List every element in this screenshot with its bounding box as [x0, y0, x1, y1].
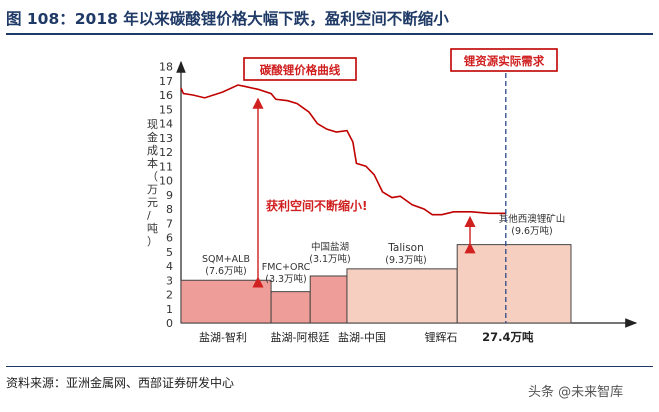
y-tick-label: 5: [166, 246, 173, 259]
demand-box: [450, 48, 558, 72]
figure-title: 图 108：2018 年以来碳酸锂价格大幅下跌，盈利空间不断缩小: [6, 10, 449, 28]
demand-label: 锂资源实际需求: [464, 54, 545, 68]
y-tick-label: 13: [159, 132, 173, 145]
source-note: 资料来源：亚洲金属网、西部证券研发中心: [6, 376, 235, 390]
margin-label: 获利空间不断缩小!: [265, 198, 367, 213]
y-tick-label: 9: [166, 189, 173, 202]
watermark: 头条 @未来智库: [528, 385, 624, 400]
price-curve: [180, 84, 506, 216]
y-tick-label: 2: [166, 289, 173, 302]
title-divider: [6, 33, 653, 35]
price-curve-box: [243, 57, 357, 81]
y-tick-label: 7: [166, 217, 173, 230]
category-label: 盐湖-阿根廷: [271, 330, 330, 344]
y-tick-label: 3: [166, 274, 173, 287]
source-divider: [6, 366, 653, 367]
category-label: 盐湖-中国: [338, 331, 386, 344]
supply-bar: [346, 268, 458, 324]
y-tick-label: 1: [166, 303, 173, 316]
y-axis-label: 现金成本（万元/吨）: [147, 118, 158, 248]
bar-capacity-label: (7.6万吨): [205, 265, 247, 277]
supply-bars: SQM+ALB(7.6万吨) FMC+ORC(3.3万吨) 中国盐湖(3.1万吨) T…: [180, 213, 572, 324]
supply-bar: [456, 244, 572, 324]
bar-capacity-label: (3.3万吨): [265, 273, 307, 285]
y-tick-label: 16: [159, 89, 173, 102]
y-tick-label: 14: [159, 118, 173, 131]
price-line: [180, 84, 506, 216]
y-tick-label: 11: [159, 160, 173, 173]
y-tick-label: 15: [159, 103, 173, 116]
bar-name-label: FMC+ORC: [262, 262, 311, 273]
y-tick-label: 0: [166, 317, 173, 330]
y-tick-label: 17: [159, 75, 173, 88]
bar-capacity-label: (9.6万吨): [511, 225, 553, 237]
price-curve-label: 碳酸锂价格曲线: [260, 63, 341, 77]
total-demand-label: 27.4万吨: [482, 330, 534, 344]
supply-bar: [309, 275, 348, 324]
bar-capacity-label: (9.3万吨): [385, 254, 427, 266]
y-tick-label: 4: [166, 260, 173, 273]
bar-name-label: 其他西澳锂矿山: [499, 213, 566, 225]
bar-name-label: 中国盐湖: [311, 241, 349, 253]
y-tick-label: 8: [166, 203, 173, 216]
y-tick-label: 6: [166, 232, 173, 245]
supply-bar: [270, 291, 311, 324]
category-label: 盐湖-智利: [199, 330, 247, 344]
supply-bar: [180, 279, 272, 324]
bar-name-label: Talison: [387, 242, 424, 254]
y-tick-label: 10: [159, 175, 173, 188]
bar-capacity-label: (3.1万吨): [309, 253, 351, 265]
category-label: 锂辉石: [425, 330, 458, 344]
y-tick-label: 12: [159, 146, 173, 159]
bar-name-label: SQM+ALB: [202, 254, 250, 265]
y-tick-label: 18: [159, 61, 173, 74]
